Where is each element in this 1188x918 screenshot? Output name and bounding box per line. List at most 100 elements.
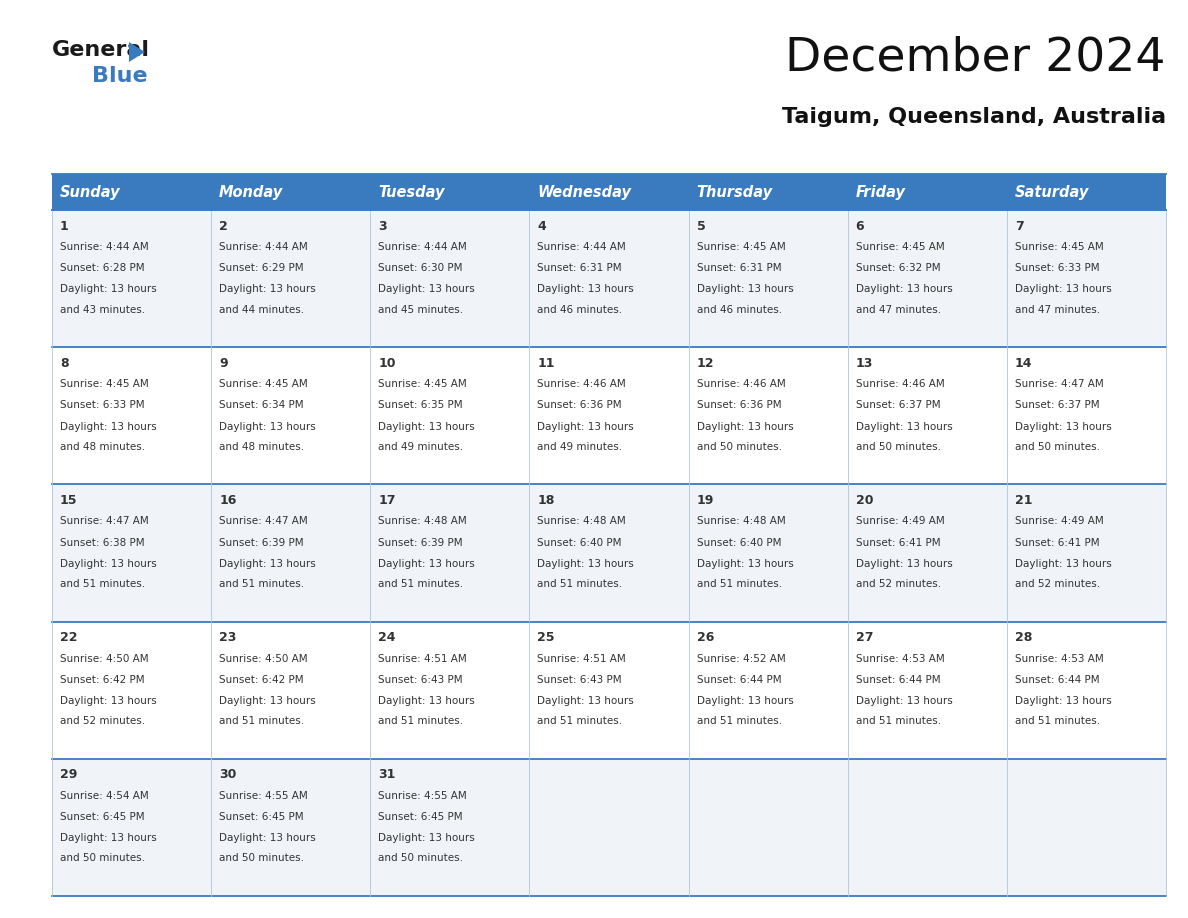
Text: and 43 minutes.: and 43 minutes. <box>59 305 145 315</box>
Bar <box>1007 210 1165 347</box>
Text: Sunrise: 4:53 AM: Sunrise: 4:53 AM <box>1015 654 1104 664</box>
Text: Sunset: 6:37 PM: Sunset: 6:37 PM <box>1015 400 1099 410</box>
Text: Sunset: 6:42 PM: Sunset: 6:42 PM <box>59 675 145 685</box>
Text: Daylight: 13 hours: Daylight: 13 hours <box>219 696 316 706</box>
Text: Sunset: 6:36 PM: Sunset: 6:36 PM <box>537 400 623 410</box>
Text: Sunrise: 4:45 AM: Sunrise: 4:45 AM <box>855 242 944 252</box>
Text: Daylight: 13 hours: Daylight: 13 hours <box>537 285 634 295</box>
Text: Daylight: 13 hours: Daylight: 13 hours <box>378 285 475 295</box>
Text: Daylight: 13 hours: Daylight: 13 hours <box>537 696 634 706</box>
Text: 18: 18 <box>537 494 555 507</box>
Text: 22: 22 <box>59 632 77 644</box>
Text: Sunrise: 4:45 AM: Sunrise: 4:45 AM <box>1015 242 1104 252</box>
Text: Daylight: 13 hours: Daylight: 13 hours <box>855 559 953 569</box>
Text: and 48 minutes.: and 48 minutes. <box>59 442 145 452</box>
Text: Sunset: 6:31 PM: Sunset: 6:31 PM <box>537 263 623 274</box>
Text: and 47 minutes.: and 47 minutes. <box>855 305 941 315</box>
Bar <box>530 621 689 759</box>
Polygon shape <box>129 42 145 62</box>
Text: Sunset: 6:43 PM: Sunset: 6:43 PM <box>537 675 623 685</box>
Text: and 50 minutes.: and 50 minutes. <box>855 442 941 452</box>
Text: 6: 6 <box>855 219 865 232</box>
Text: 2: 2 <box>219 219 228 232</box>
Bar <box>52 485 211 621</box>
Text: Sunrise: 4:45 AM: Sunrise: 4:45 AM <box>378 379 467 389</box>
Text: Sunset: 6:44 PM: Sunset: 6:44 PM <box>696 675 782 685</box>
Text: Wednesday: Wednesday <box>537 185 631 199</box>
Text: 23: 23 <box>219 632 236 644</box>
Bar <box>211 210 371 347</box>
Text: Daylight: 13 hours: Daylight: 13 hours <box>1015 285 1112 295</box>
Text: Sunrise: 4:46 AM: Sunrise: 4:46 AM <box>855 379 944 389</box>
Text: 17: 17 <box>378 494 396 507</box>
Text: Daylight: 13 hours: Daylight: 13 hours <box>855 421 953 431</box>
Text: December 2024: December 2024 <box>785 35 1165 80</box>
Text: General: General <box>52 40 150 60</box>
Text: Sunset: 6:35 PM: Sunset: 6:35 PM <box>378 400 463 410</box>
Text: Sunrise: 4:47 AM: Sunrise: 4:47 AM <box>1015 379 1104 389</box>
Bar <box>530 174 689 210</box>
Bar <box>530 759 689 896</box>
Text: and 51 minutes.: and 51 minutes. <box>378 716 463 726</box>
Text: Daylight: 13 hours: Daylight: 13 hours <box>59 696 157 706</box>
Text: 1: 1 <box>59 219 69 232</box>
Text: Daylight: 13 hours: Daylight: 13 hours <box>1015 696 1112 706</box>
Text: Sunset: 6:41 PM: Sunset: 6:41 PM <box>1015 538 1099 548</box>
Bar <box>211 759 371 896</box>
Text: 29: 29 <box>59 768 77 781</box>
Text: and 46 minutes.: and 46 minutes. <box>537 305 623 315</box>
Text: and 49 minutes.: and 49 minutes. <box>378 442 463 452</box>
Bar <box>848 347 1007 485</box>
Text: Daylight: 13 hours: Daylight: 13 hours <box>219 559 316 569</box>
Text: and 50 minutes.: and 50 minutes. <box>378 854 463 864</box>
Text: 7: 7 <box>1015 219 1024 232</box>
Text: Daylight: 13 hours: Daylight: 13 hours <box>378 696 475 706</box>
Text: and 49 minutes.: and 49 minutes. <box>537 442 623 452</box>
Text: 28: 28 <box>1015 632 1032 644</box>
Text: Daylight: 13 hours: Daylight: 13 hours <box>59 834 157 844</box>
Text: Sunset: 6:38 PM: Sunset: 6:38 PM <box>59 538 145 548</box>
Bar <box>371 759 530 896</box>
Text: Friday: Friday <box>855 185 905 199</box>
Text: Sunrise: 4:55 AM: Sunrise: 4:55 AM <box>219 790 308 800</box>
Text: Daylight: 13 hours: Daylight: 13 hours <box>696 559 794 569</box>
Text: 20: 20 <box>855 494 873 507</box>
Text: Daylight: 13 hours: Daylight: 13 hours <box>1015 421 1112 431</box>
Text: 27: 27 <box>855 632 873 644</box>
Text: Daylight: 13 hours: Daylight: 13 hours <box>378 421 475 431</box>
Text: Sunrise: 4:48 AM: Sunrise: 4:48 AM <box>696 516 785 526</box>
Text: and 52 minutes.: and 52 minutes. <box>59 716 145 726</box>
Text: 3: 3 <box>378 219 387 232</box>
Text: Daylight: 13 hours: Daylight: 13 hours <box>696 421 794 431</box>
Text: 19: 19 <box>696 494 714 507</box>
Text: and 47 minutes.: and 47 minutes. <box>1015 305 1100 315</box>
Text: and 44 minutes.: and 44 minutes. <box>219 305 304 315</box>
Text: Daylight: 13 hours: Daylight: 13 hours <box>219 285 316 295</box>
Text: 15: 15 <box>59 494 77 507</box>
Bar <box>530 485 689 621</box>
Text: Sunrise: 4:45 AM: Sunrise: 4:45 AM <box>219 379 308 389</box>
Text: and 50 minutes.: and 50 minutes. <box>59 854 145 864</box>
Text: and 52 minutes.: and 52 minutes. <box>855 579 941 589</box>
Text: 25: 25 <box>537 632 555 644</box>
Text: 16: 16 <box>219 494 236 507</box>
Bar <box>530 347 689 485</box>
Bar <box>1007 174 1165 210</box>
Text: and 51 minutes.: and 51 minutes. <box>219 579 304 589</box>
Text: Sunrise: 4:54 AM: Sunrise: 4:54 AM <box>59 790 148 800</box>
Bar <box>689 347 848 485</box>
Text: Sunrise: 4:52 AM: Sunrise: 4:52 AM <box>696 654 785 664</box>
Text: and 51 minutes.: and 51 minutes. <box>696 716 782 726</box>
Text: and 45 minutes.: and 45 minutes. <box>378 305 463 315</box>
Text: 9: 9 <box>219 357 228 370</box>
Bar <box>530 210 689 347</box>
Bar <box>1007 759 1165 896</box>
Text: Sunset: 6:33 PM: Sunset: 6:33 PM <box>59 400 145 410</box>
Text: and 51 minutes.: and 51 minutes. <box>696 579 782 589</box>
Text: Sunrise: 4:45 AM: Sunrise: 4:45 AM <box>696 242 785 252</box>
Text: Sunrise: 4:48 AM: Sunrise: 4:48 AM <box>378 516 467 526</box>
Bar <box>1007 621 1165 759</box>
Bar <box>1007 347 1165 485</box>
Text: Sunset: 6:36 PM: Sunset: 6:36 PM <box>696 400 782 410</box>
Bar <box>689 174 848 210</box>
